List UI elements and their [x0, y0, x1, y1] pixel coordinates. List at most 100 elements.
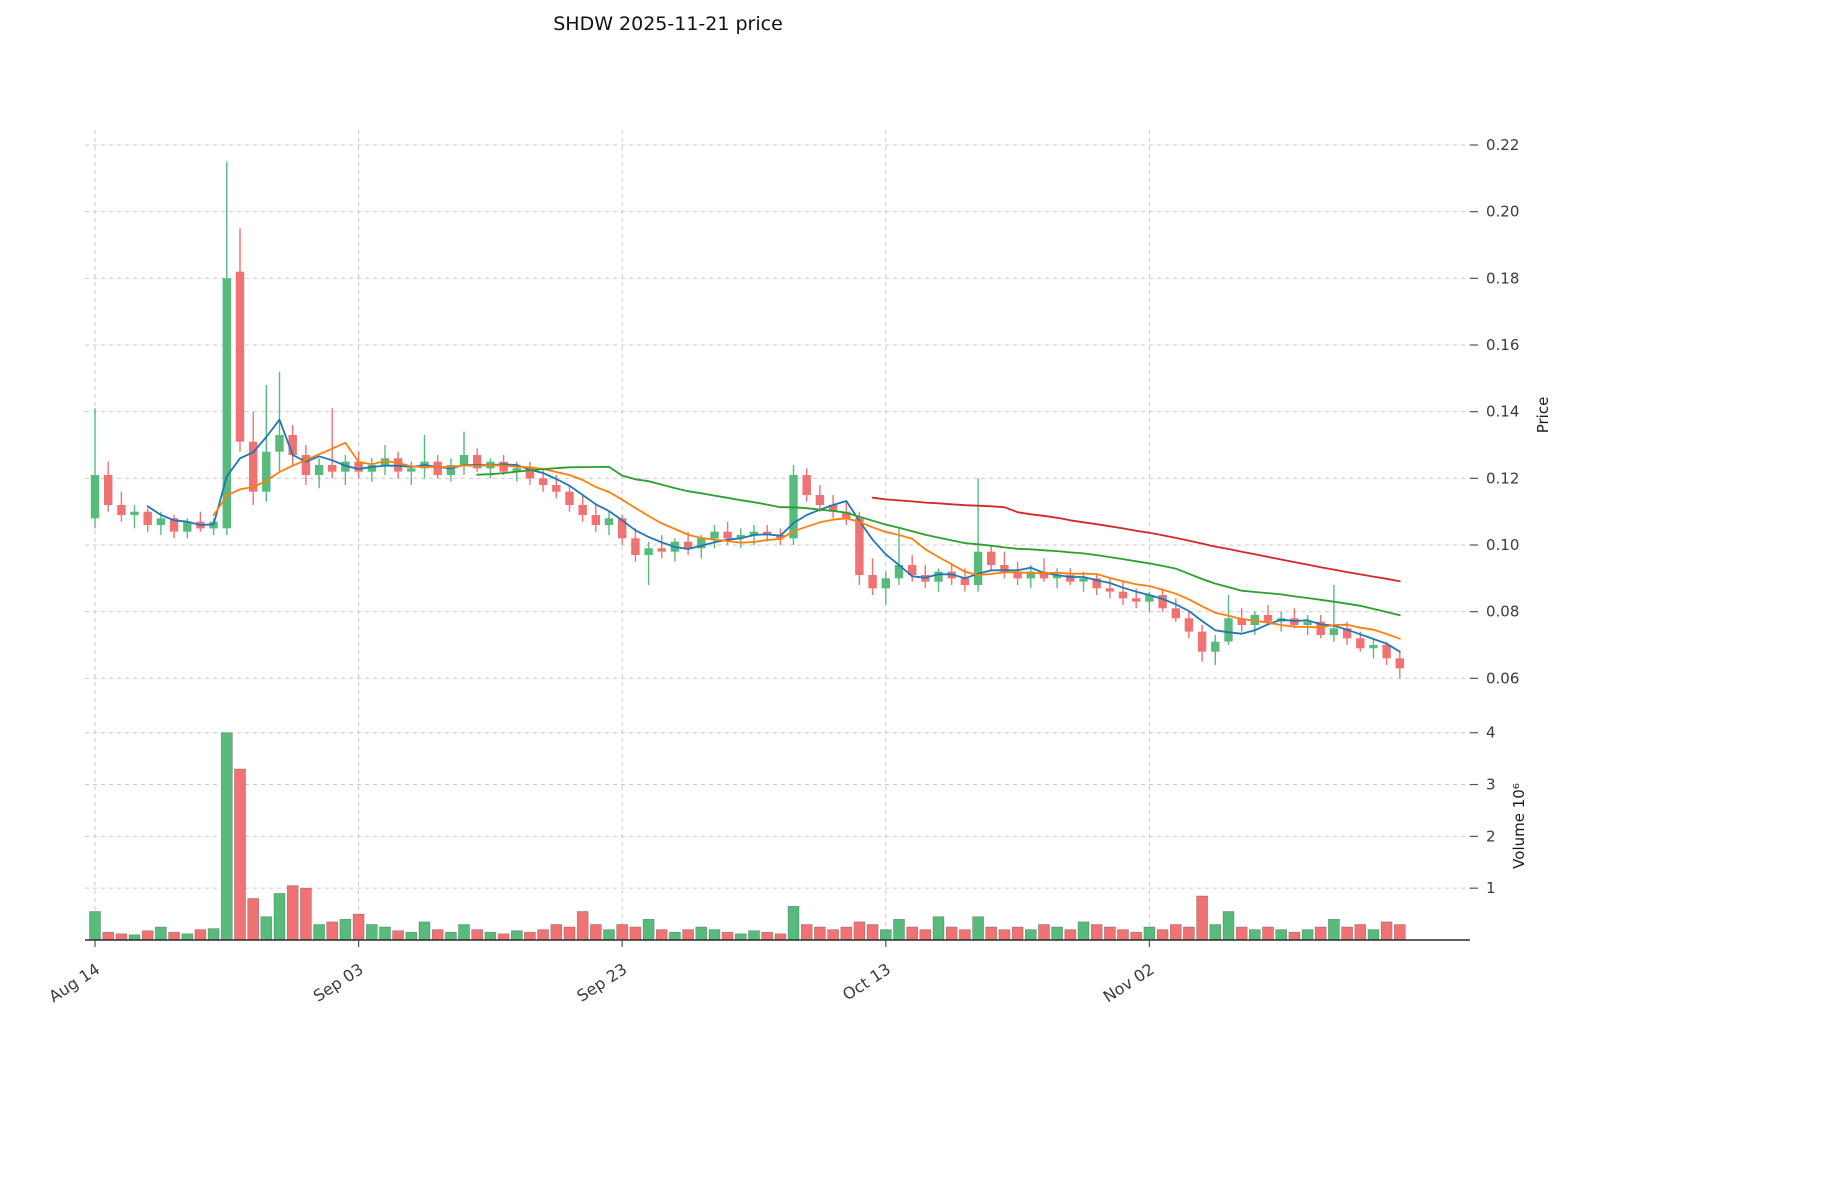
volume-bar [550, 924, 563, 941]
volume-bar [1235, 926, 1248, 941]
ma-line-ma30 [476, 466, 1401, 617]
price-tick-label: 0.12 [1486, 469, 1519, 487]
candle-body [367, 465, 376, 472]
candle-body [1197, 631, 1207, 652]
volume-bar [695, 926, 708, 941]
candle-body [130, 511, 139, 515]
candle-body [156, 518, 166, 525]
volume-bar [273, 893, 286, 941]
volume-bar [669, 931, 681, 941]
candle-body [183, 521, 192, 532]
volume-bar [497, 933, 510, 941]
volume-bar [985, 926, 998, 941]
candle-body [512, 468, 521, 472]
candle-body [433, 461, 442, 475]
volume-bar [524, 931, 536, 941]
volume-bar [1196, 895, 1208, 941]
volume-bar [458, 924, 470, 941]
volume-bar [1249, 929, 1261, 941]
volume-bar [1011, 926, 1024, 941]
volume-bar [155, 926, 167, 941]
volume-bar [893, 918, 905, 941]
candle-body [710, 531, 719, 539]
volume-bar [352, 913, 365, 941]
volume-bar [471, 929, 484, 941]
volume-bar [537, 929, 549, 941]
candle-body [538, 478, 548, 485]
volume-bar [1077, 921, 1090, 941]
volume-bar [1117, 929, 1129, 941]
ma-line-ma60 [871, 496, 1401, 583]
candle-body [328, 465, 337, 472]
volume-bar [181, 933, 194, 941]
volume-bar [734, 933, 747, 941]
volume-bar [1170, 924, 1182, 941]
volume-bar [194, 929, 207, 941]
candle-body [459, 455, 469, 465]
price-tick-label: 0.14 [1486, 403, 1519, 421]
volume-bar [141, 930, 154, 941]
date-tick-label: Nov 02 [1100, 959, 1158, 1006]
volume-bar [1090, 924, 1103, 941]
candle-body [1356, 638, 1365, 649]
candle-body [341, 461, 350, 472]
candle-body [275, 435, 284, 452]
axes-layer: 0.06 0.08 0.10 0.12 0.14 0.16 0.18 0.20 0.22 1 2 3 4… [45, 136, 1519, 1006]
candle-body [288, 435, 297, 455]
volume-bar [418, 921, 431, 941]
price-tick-label: 0.22 [1486, 136, 1519, 154]
volume-bar [445, 931, 457, 941]
volume-bar [168, 931, 180, 941]
volume-bar [748, 930, 760, 941]
volume-bar [1275, 929, 1287, 941]
volume-bar [866, 924, 879, 941]
volume-bar [326, 921, 339, 941]
candle-body [723, 531, 732, 539]
volume-bar [629, 926, 642, 941]
ma-line-ma5 [146, 418, 1401, 653]
volume-bar [405, 931, 418, 941]
candle-body [1171, 608, 1180, 619]
candle-body [1000, 565, 1009, 572]
candle-body [1237, 618, 1246, 625]
volume-bar [89, 911, 101, 941]
candle-body [1395, 658, 1404, 669]
date-tick-label: Aug 14 [45, 959, 103, 1006]
candle-body [1105, 588, 1115, 592]
volume-bar [761, 931, 774, 941]
volume-bar [221, 732, 233, 941]
candle-body [222, 278, 231, 529]
candle-body [235, 271, 245, 442]
volume-bar [879, 929, 892, 941]
volume-bar [1038, 924, 1050, 941]
volume-bar [1341, 926, 1353, 941]
moving-average-lines-layer [146, 418, 1401, 653]
volume-axis-label: Volume 10⁶ [1510, 783, 1528, 869]
price-axis-label: Price [1534, 397, 1552, 434]
volume-bar [1354, 924, 1367, 941]
candle-body [1013, 571, 1022, 579]
candle-body [1263, 615, 1273, 622]
candle-body [644, 548, 653, 555]
volume-bar [1262, 926, 1274, 941]
volume-tick-label: 1 [1486, 879, 1496, 897]
volume-bar [972, 916, 984, 941]
volume-bar [300, 887, 312, 941]
candle-body [1052, 575, 1062, 579]
volume-bar [1130, 931, 1142, 941]
volume-bar [1288, 931, 1301, 941]
candle-body [631, 538, 640, 555]
price-tick-label: 0.08 [1486, 603, 1519, 621]
candle-body [1224, 618, 1233, 642]
candle-body [604, 518, 614, 525]
volume-bar [365, 924, 378, 941]
candle-body [1132, 598, 1141, 602]
volume-bar [431, 929, 444, 941]
candle-body [1079, 578, 1088, 582]
candle-body [249, 441, 258, 492]
candle-body [354, 461, 363, 472]
candle-body [868, 575, 877, 589]
volume-bar [1394, 924, 1406, 941]
candle-body [1316, 621, 1325, 635]
